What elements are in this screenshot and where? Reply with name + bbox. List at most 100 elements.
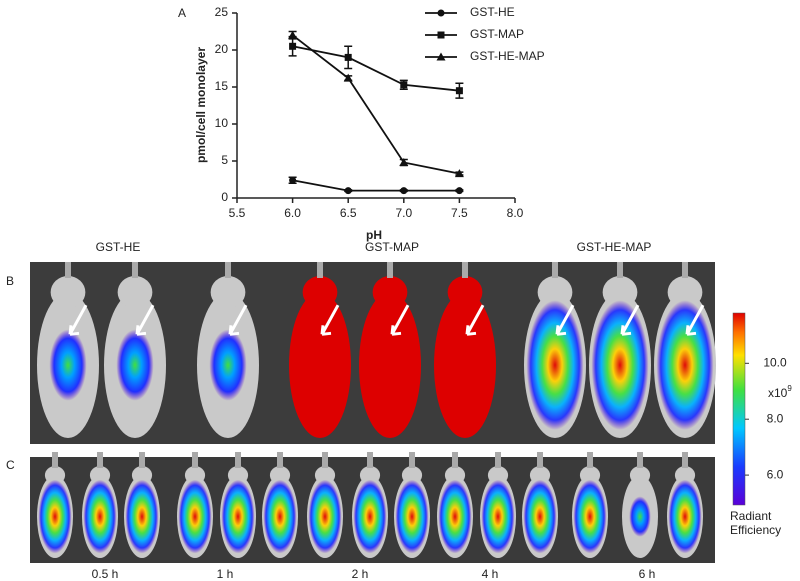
signal: [221, 479, 255, 554]
marker: [437, 9, 445, 17]
mouse-head: [372, 276, 408, 309]
mouse: [667, 452, 703, 558]
x-axis-label: pH: [366, 228, 382, 242]
holder: [617, 262, 623, 278]
mouse: [124, 452, 160, 558]
arrow: [465, 304, 485, 336]
colorbar-multiplier: x109: [768, 384, 792, 400]
marker: [400, 187, 408, 195]
time-label: 1 h: [217, 567, 234, 581]
mouse: [622, 452, 658, 558]
y-tick-label: 25: [215, 5, 229, 19]
holder: [322, 452, 328, 468]
mouse-head: [579, 466, 601, 485]
x-tick-label: 5.5: [229, 206, 246, 220]
mouse-head: [50, 276, 86, 309]
time-label: 4 h: [482, 567, 499, 581]
holder: [65, 262, 71, 278]
holder: [192, 452, 198, 468]
mouse: [359, 262, 421, 438]
holder: [537, 452, 543, 468]
arrow: [685, 304, 705, 336]
signal: [308, 479, 342, 554]
holder: [637, 452, 643, 468]
imaging-panels: [30, 262, 716, 563]
signal: [591, 300, 649, 430]
mouse-head: [210, 276, 246, 309]
mouse: [104, 262, 166, 438]
y-tick-label: 10: [215, 116, 229, 130]
multiplier-base: x10: [768, 386, 788, 400]
marker: [288, 30, 298, 39]
group-label: GST-HE-MAP: [577, 240, 652, 254]
marker: [399, 157, 409, 166]
holder: [387, 262, 393, 278]
arrow: [135, 304, 155, 336]
signal: [116, 329, 154, 401]
signal: [178, 479, 212, 554]
x-tick-label: 6.5: [340, 206, 357, 220]
mouse-head: [227, 466, 249, 485]
holder: [132, 262, 138, 278]
holder: [552, 262, 558, 278]
colorbar-tick-label: 10.0: [763, 355, 787, 369]
panel-label: C: [6, 458, 15, 472]
holder: [97, 452, 103, 468]
holder: [462, 262, 468, 278]
signal: [395, 479, 429, 554]
holder: [452, 452, 458, 468]
mouse-head: [44, 466, 66, 485]
mouse-head: [667, 276, 703, 309]
mouse-head: [537, 276, 573, 309]
colorbar-tick-label: 6.0: [767, 467, 784, 481]
colorbar: [732, 312, 746, 506]
colorbar-title: Radiant: [730, 509, 772, 523]
signal: [353, 479, 387, 554]
arrow: [390, 304, 410, 336]
mouse: [352, 452, 388, 558]
signal: [668, 479, 702, 554]
signal: [438, 479, 472, 554]
holder: [235, 452, 241, 468]
group-label: GST-MAP: [365, 240, 419, 254]
mouse-head: [117, 276, 153, 309]
mouse: [289, 262, 351, 438]
mouse-head: [674, 466, 696, 485]
mouse: [307, 452, 343, 558]
x-tick-label: 7.5: [451, 206, 468, 220]
mouse-head: [629, 466, 651, 485]
signal: [573, 479, 607, 554]
series-line: [292, 34, 460, 175]
group-label: GST-HE: [96, 240, 141, 254]
holder: [225, 262, 231, 278]
mouse-head: [131, 466, 153, 485]
mouse: [220, 452, 256, 558]
marker: [289, 42, 297, 50]
holder: [682, 262, 688, 278]
signal: [629, 496, 651, 537]
marker: [343, 73, 353, 82]
mouse-head: [444, 466, 466, 485]
mouse: [589, 262, 651, 438]
marker: [437, 31, 445, 39]
signal: [209, 329, 247, 401]
legend-label: GST-HE-MAP: [470, 49, 545, 63]
mouse-head: [89, 466, 111, 485]
marker: [289, 176, 297, 184]
mouse: [197, 262, 259, 438]
arrow: [620, 304, 640, 336]
marker: [400, 81, 408, 89]
marker: [436, 52, 446, 61]
y-tick-label: 5: [221, 153, 228, 167]
signal: [656, 300, 714, 430]
time-label: 2 h: [352, 567, 369, 581]
mouse-head: [184, 466, 206, 485]
y-axis-label: pmol/cell monolayer: [194, 47, 208, 163]
panel-label: A: [178, 6, 186, 20]
arrow: [555, 304, 575, 336]
time-label: 0.5 h: [92, 567, 119, 581]
mouse: [654, 262, 716, 438]
signal: [38, 479, 72, 554]
mouse: [37, 452, 73, 558]
mouse-body: [434, 292, 496, 438]
